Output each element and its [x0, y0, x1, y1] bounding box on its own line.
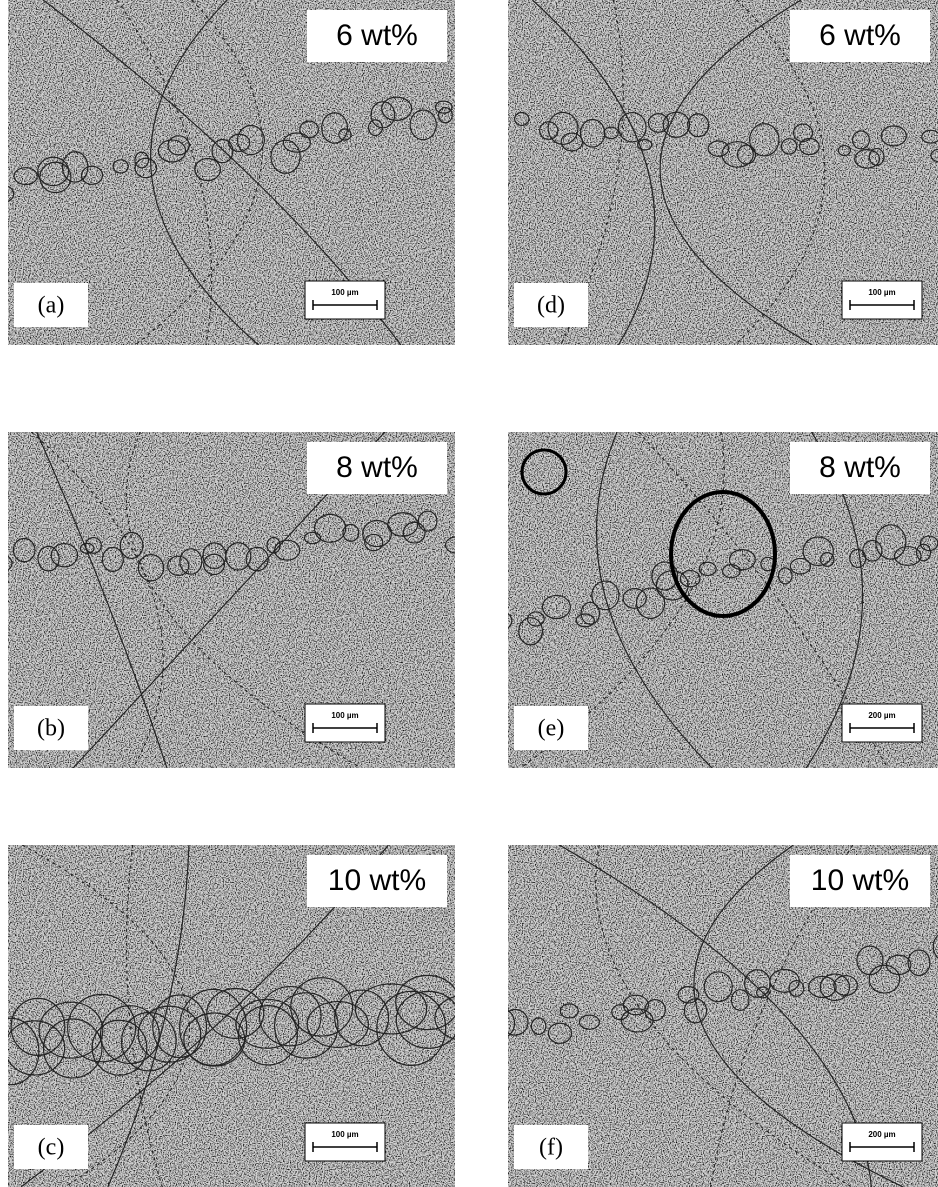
scale-bar-label: 100 µm	[331, 711, 358, 720]
panel-label: (a)	[38, 293, 65, 319]
scale-bar-label: 200 µm	[868, 711, 895, 720]
micrograph-panel: 10 wt% (f) 200 µm	[488, 845, 938, 1187]
fiber-loop	[494, 114, 508, 126]
concentration-label: 6 wt%	[336, 19, 418, 52]
panel-label: (f)	[539, 1135, 563, 1161]
concentration-label: 8 wt%	[819, 451, 901, 484]
concentration-label: 10 wt%	[811, 864, 909, 897]
scale-bar-label: 100 µm	[331, 288, 358, 297]
scale-bar-box	[842, 1123, 922, 1161]
page: 6 wt% (a) 100 µm 8 wt% (b) 100 µm 10 wt% (c) 100…	[0, 0, 938, 1187]
micrograph-panel: 6 wt% (d) 100 µm	[494, 0, 938, 345]
scale-bar-label: 100 µm	[868, 288, 895, 297]
panel-label: (d)	[537, 293, 565, 319]
micrograph-panel: 10 wt% (c) 100 µm	[0, 845, 493, 1187]
micrograph-panel: 6 wt% (a) 100 µm	[0, 0, 455, 345]
figure: 6 wt% (a) 100 µm 8 wt% (b) 100 µm 10 wt% (c) 100…	[0, 0, 938, 1187]
panel-label: (b)	[37, 716, 65, 742]
micrograph-panel: 8 wt% (b) 100 µm	[0, 432, 467, 768]
concentration-label: 6 wt%	[819, 19, 901, 52]
scale-bar-box	[842, 281, 922, 319]
scale-bar-label: 100 µm	[331, 1130, 358, 1139]
scale-bar-box	[842, 704, 922, 742]
concentration-label: 8 wt%	[336, 451, 418, 484]
scale-bar-label: 200 µm	[868, 1130, 895, 1139]
scale-bar-box	[305, 1123, 385, 1161]
concentration-label: 10 wt%	[328, 864, 426, 897]
scale-bar-box	[305, 281, 385, 319]
panel-label: (e)	[538, 716, 565, 742]
scale-bar-box	[305, 704, 385, 742]
micrograph-panel: 8 wt% (e) 200 µm	[497, 432, 938, 768]
panel-label: (c)	[38, 1135, 65, 1161]
